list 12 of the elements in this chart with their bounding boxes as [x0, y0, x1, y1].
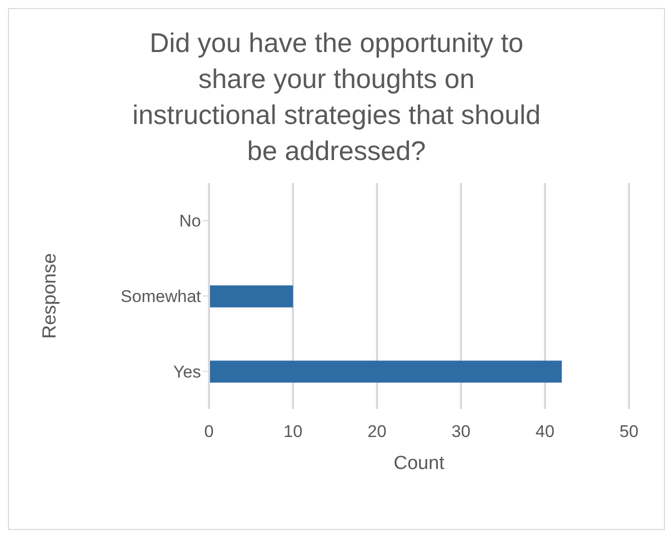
x-tick-label: 20 — [368, 422, 386, 442]
y-tick-label: Somewhat — [120, 287, 202, 306]
chart-title: Did you have the opportunity to share your thoughts on instructional strategies that should be addressed? — [131, 27, 542, 168]
x-tick-label: 10 — [284, 422, 302, 442]
x-tick-label: 50 — [620, 422, 638, 442]
x-tick-label: 0 — [204, 422, 214, 442]
x-tick-label: 40 — [536, 422, 554, 442]
y-tick-label: Yes — [173, 362, 201, 382]
x-axis-title: Count — [394, 453, 446, 474]
y-axis-title: Response — [40, 253, 61, 339]
x-tick-label: 30 — [452, 422, 470, 442]
y-tick-label: No — [179, 212, 201, 231]
